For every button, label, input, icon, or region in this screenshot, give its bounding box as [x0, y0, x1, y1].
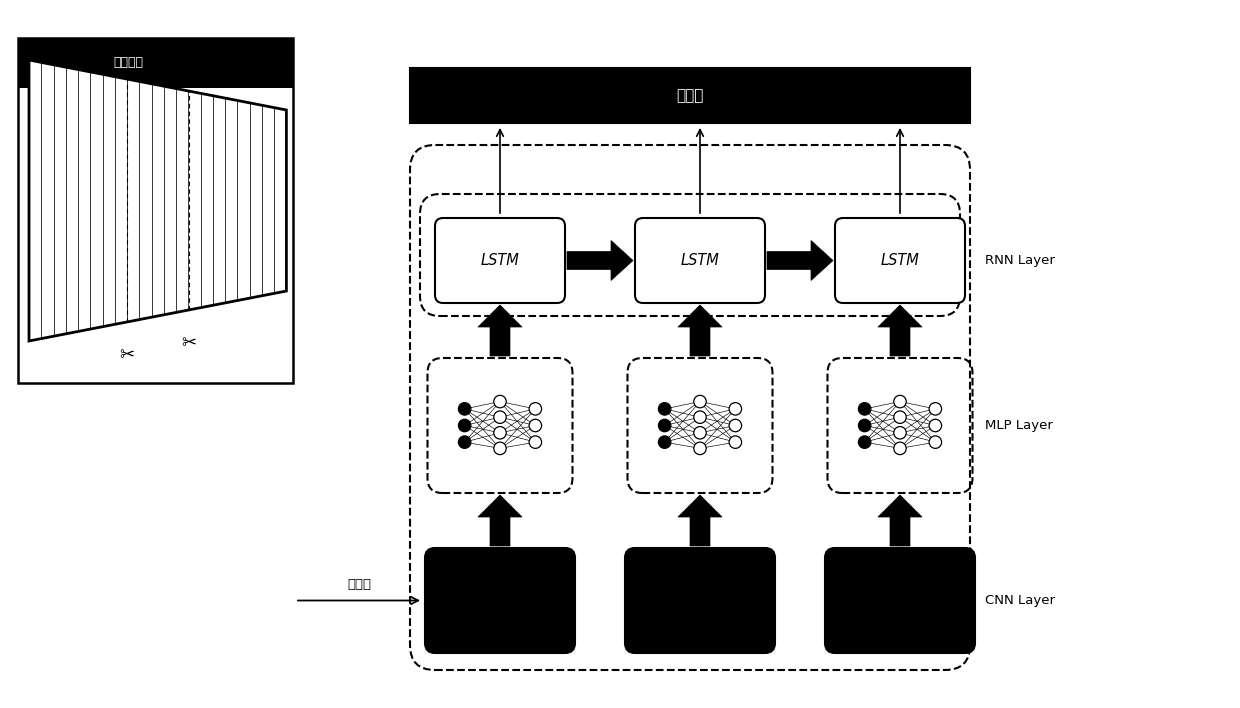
- Circle shape: [494, 395, 506, 408]
- Circle shape: [693, 442, 707, 455]
- Bar: [19, 38, 293, 88]
- Circle shape: [529, 419, 542, 432]
- Circle shape: [929, 436, 941, 448]
- Text: 数据序列: 数据序列: [113, 57, 143, 69]
- Circle shape: [858, 436, 870, 448]
- Circle shape: [658, 436, 671, 448]
- Text: LSTM: LSTM: [880, 253, 919, 268]
- Circle shape: [529, 436, 542, 448]
- Text: 数据块: 数据块: [347, 578, 371, 590]
- Polygon shape: [567, 241, 632, 280]
- Circle shape: [494, 442, 506, 455]
- Bar: [410, 68, 970, 123]
- Bar: [19, 38, 293, 383]
- Circle shape: [494, 411, 506, 423]
- Circle shape: [929, 419, 941, 432]
- Polygon shape: [29, 60, 286, 341]
- Polygon shape: [678, 305, 722, 356]
- Circle shape: [894, 411, 906, 423]
- Polygon shape: [477, 305, 522, 356]
- Text: LSTM: LSTM: [681, 253, 719, 268]
- Circle shape: [729, 436, 742, 448]
- FancyBboxPatch shape: [825, 548, 975, 653]
- FancyBboxPatch shape: [835, 218, 965, 303]
- Circle shape: [894, 442, 906, 455]
- Circle shape: [658, 419, 671, 432]
- Circle shape: [729, 419, 742, 432]
- Polygon shape: [678, 495, 722, 546]
- Circle shape: [658, 403, 671, 415]
- Circle shape: [693, 395, 707, 408]
- Circle shape: [459, 403, 471, 415]
- Text: RNN Layer: RNN Layer: [985, 254, 1055, 267]
- Text: 分类器: 分类器: [676, 88, 703, 103]
- Polygon shape: [878, 495, 923, 546]
- Circle shape: [929, 403, 941, 415]
- FancyBboxPatch shape: [625, 548, 775, 653]
- Polygon shape: [477, 495, 522, 546]
- Text: ✂: ✂: [119, 346, 134, 364]
- Text: ✂: ✂: [181, 334, 196, 352]
- FancyBboxPatch shape: [635, 218, 765, 303]
- Circle shape: [894, 395, 906, 408]
- Circle shape: [459, 419, 471, 432]
- Polygon shape: [878, 305, 923, 356]
- Circle shape: [693, 426, 707, 439]
- Circle shape: [459, 436, 471, 448]
- Text: LSTM: LSTM: [481, 253, 520, 268]
- FancyBboxPatch shape: [425, 548, 575, 653]
- Circle shape: [729, 403, 742, 415]
- Circle shape: [693, 411, 707, 423]
- FancyBboxPatch shape: [435, 218, 565, 303]
- Polygon shape: [768, 241, 833, 280]
- Circle shape: [858, 419, 870, 432]
- Text: CNN Layer: CNN Layer: [985, 594, 1055, 607]
- Circle shape: [894, 426, 906, 439]
- Circle shape: [494, 426, 506, 439]
- Text: MLP Layer: MLP Layer: [985, 419, 1053, 432]
- Circle shape: [858, 403, 870, 415]
- Circle shape: [529, 403, 542, 415]
